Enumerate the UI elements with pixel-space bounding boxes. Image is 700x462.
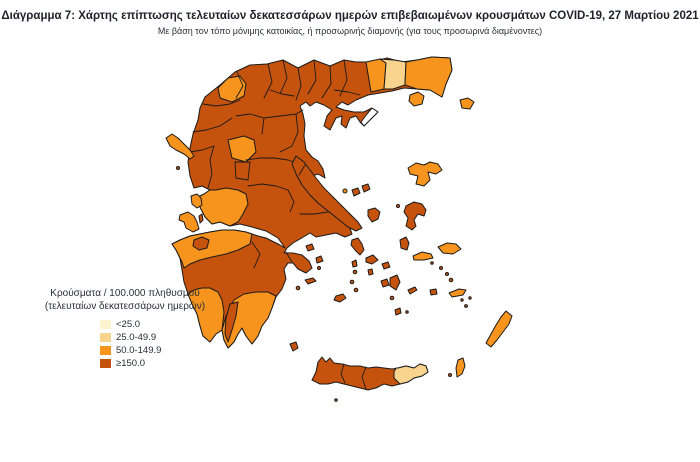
region-gavdos	[334, 398, 338, 402]
region-spetses	[295, 285, 301, 291]
region-lasithi	[393, 363, 429, 385]
region-leros	[445, 272, 449, 276]
region-paros	[380, 278, 390, 288]
region-milos	[333, 293, 347, 303]
legend-row: 25.0-49.9	[10, 332, 240, 345]
region-anafi	[405, 310, 409, 314]
region-karditsa	[227, 135, 257, 163]
region-samothraki	[459, 97, 475, 110]
region-chios	[399, 236, 410, 251]
legend-label-class4: ≥150.0	[116, 358, 145, 369]
region-agio-oros	[360, 107, 379, 127]
region-aitoloakarnania	[195, 187, 249, 227]
figure-title: Διάγραμμα 7: Χάρτης επίπτωσης τελευταίων…	[1, 10, 699, 22]
region-zakynthos	[192, 236, 210, 251]
region-ithaki	[198, 213, 204, 224]
region-astypalaia	[429, 288, 438, 296]
legend-label-class1: <25.0	[116, 319, 141, 330]
region-ios	[389, 295, 395, 301]
region-psara	[396, 204, 400, 208]
region-serifos	[349, 279, 355, 285]
region-lefkada	[190, 193, 203, 209]
region-kefalonia	[178, 211, 200, 233]
region-ikaria	[412, 251, 434, 261]
region-salamina	[305, 243, 315, 252]
region-lesvos	[403, 201, 427, 231]
region-skiathos	[342, 188, 348, 194]
legend-swatch-class2	[100, 333, 111, 342]
legend-label-class2: 25.0-49.9	[116, 332, 157, 343]
region-kastoria	[217, 75, 247, 103]
region-skyros	[367, 207, 381, 223]
legend-swatch-class4	[100, 359, 111, 368]
region-alonnisos	[361, 183, 371, 193]
region-mainland-base	[171, 56, 453, 349]
legend-rows: <25.0 25.0-49.9 50.0-149.9 ≥150.0	[10, 319, 240, 371]
region-kalymnos	[448, 277, 454, 283]
region-kerkyra	[165, 133, 195, 160]
region-mykonos	[381, 261, 391, 270]
region-naxos	[389, 274, 401, 291]
region-syros	[367, 268, 374, 276]
region-skopelos	[351, 187, 361, 197]
region-limnos	[407, 161, 443, 187]
region-tilos	[464, 304, 468, 308]
region-aigina	[315, 255, 324, 264]
region-andros	[350, 237, 365, 256]
region-patmos	[439, 266, 443, 270]
region-rodopi	[379, 58, 407, 90]
region-amorgos	[407, 286, 418, 295]
legend-row: ≥150.0	[10, 358, 240, 371]
map-legend: Κρούσματα / 100.000 πληθυσμού (τελευταίω…	[10, 287, 240, 371]
region-poros	[317, 266, 321, 270]
region-ydra	[304, 277, 317, 285]
region-kasos	[448, 373, 452, 377]
legend-row: <25.0	[10, 319, 240, 332]
region-rodos	[485, 310, 513, 348]
internal-region-borders	[189, 59, 361, 269]
legend-swatch-class1	[100, 320, 111, 329]
region-kythira	[289, 341, 299, 352]
figure-subtitle: Με βάση τον τόπο μόνιμης κατοικίας, ή πρ…	[157, 26, 543, 36]
region-kea	[351, 259, 358, 268]
legend-title-line2: (τελευταίων δεκατεσσάρων ημερών)	[44, 301, 206, 312]
region-thasos	[408, 91, 425, 107]
region-mani-ridge	[224, 301, 239, 343]
region-sifnos	[353, 287, 359, 293]
region-tinos	[365, 254, 379, 265]
region-thira	[394, 307, 402, 316]
legend-row: 50.0-149.9	[10, 345, 240, 358]
legend-swatch-class3	[100, 346, 111, 355]
legend-title: Κρούσματα / 100.000 πληθυσμού (τελευταίω…	[10, 287, 240, 313]
region-achaia-ileia	[171, 229, 253, 269]
region-kythnos	[352, 269, 358, 275]
region-evvoia	[291, 155, 363, 232]
region-kos	[448, 288, 467, 298]
region-evros	[404, 56, 453, 98]
region-nisyros	[460, 298, 464, 302]
region-karpathos	[455, 357, 466, 378]
region-samos	[437, 242, 462, 255]
legend-label-class3: 50.0-149.9	[116, 345, 162, 356]
region-fourni	[430, 261, 434, 265]
legend-title-line1: Κρούσματα / 100.000 πληθυσμού	[50, 288, 200, 299]
region-paxoi	[176, 166, 180, 170]
region-symi	[468, 296, 472, 300]
